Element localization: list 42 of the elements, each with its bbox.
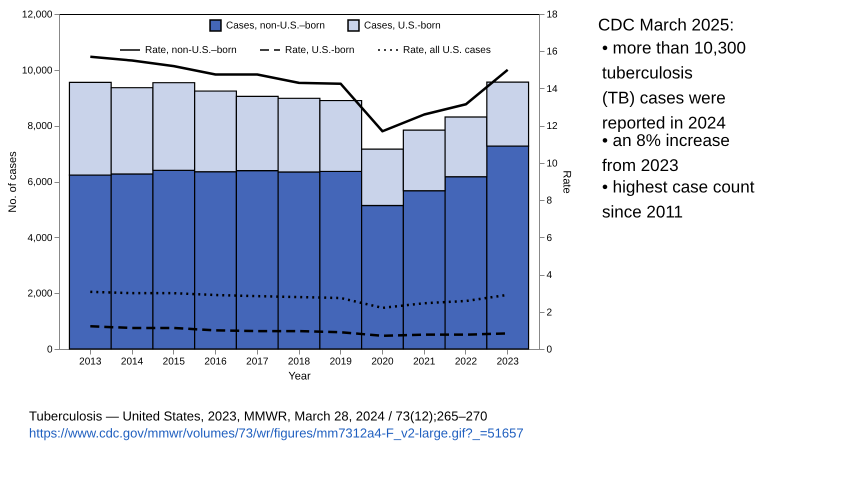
legend-label: Cases, non-U.S.–born (226, 20, 325, 32)
x-tick-label: 2013 (79, 356, 102, 368)
legend-label: Rate, all U.S. cases (403, 45, 491, 56)
x-tick-label: 2015 (162, 356, 186, 368)
x-tick-label: 2022 (454, 356, 478, 368)
legend-label: Rate, U.S.-born (285, 45, 354, 56)
legend-label: Rate, non-U.S.–born (145, 45, 237, 56)
y2-tick-label: 2 (546, 307, 552, 318)
text: CDC March 2025: (598, 16, 734, 35)
x-tick-label: 2016 (204, 356, 228, 368)
text: https://www.cdc.gov/mmwr/volumes/73/wr/figures/mm7312a4-F_v2-large.gif?_=51657 (29, 426, 524, 440)
x-tick-label: 2017 (246, 356, 269, 368)
y-tick-label: 10,000 (22, 65, 53, 76)
y-tick-label: 2,000 (27, 288, 53, 300)
x-tick-label: 2018 (288, 356, 311, 368)
text: • highest case count since 2011 (602, 177, 755, 222)
y-tick-label: 4,000 (27, 232, 53, 244)
y2-tick-label: 8 (546, 196, 552, 207)
y-tick-label: 0 (46, 344, 53, 356)
y2-tick-label: 16 (546, 46, 558, 58)
y-tick-label: 8,000 (27, 121, 53, 132)
y2-axis-title: Rate (560, 170, 573, 194)
y2-tick-label: 4 (546, 270, 552, 282)
x-axis-title: Year (288, 370, 311, 382)
x-tick-label: 2021 (413, 356, 436, 368)
y2-tick-label: 18 (546, 10, 558, 20)
text: • more than 10,300 tuberculosis (TB) cases were reported in 2024 (602, 38, 746, 133)
text: Tuberculosis — United States, 2023, MMWR, March 28, 2024 / 73(12);265–270 (29, 408, 488, 424)
y2-tick-label: 14 (546, 84, 558, 95)
x-tick-label: 2014 (120, 356, 144, 368)
y-tick-label: 6,000 (27, 177, 53, 188)
x-tick-label: 2023 (496, 356, 520, 368)
x-tick-label: 2020 (371, 356, 394, 368)
y2-tick-label: 12 (546, 121, 558, 132)
legend-label: Cases, U.S.-born (364, 20, 441, 32)
y-axis-title: No. of cases (6, 150, 19, 213)
x-tick-label: 2019 (330, 356, 352, 368)
y-tick-label: 12,000 (22, 10, 53, 20)
y2-tick-label: 6 (546, 232, 552, 244)
y2-tick-label: 10 (546, 158, 558, 170)
y2-tick-label: 0 (546, 344, 552, 356)
text: • an 8% increase from 2023 (602, 131, 730, 176)
